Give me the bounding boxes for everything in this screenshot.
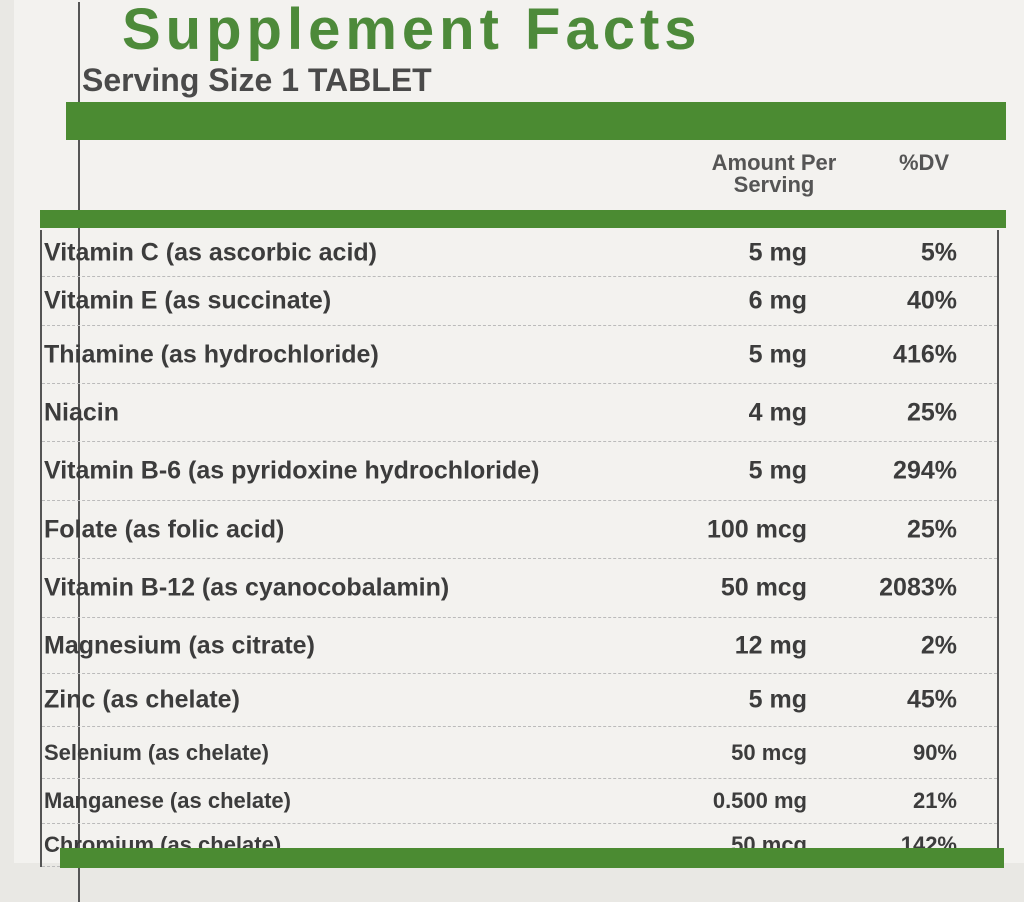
nutrient-name: Vitamin B-12 (as cyanocobalamin)	[44, 573, 450, 602]
nutrient-name: Vitamin C (as ascorbic acid)	[44, 238, 377, 267]
nutrient-name: Folate (as folic acid)	[44, 515, 285, 543]
nutrient-amount: 5 mg	[748, 685, 807, 714]
nutrient-name: Manganese (as chelate)	[44, 788, 291, 813]
nutrient-dv: 25%	[906, 398, 957, 426]
nutrient-row: Thiamine (as hydrochloride) 5 mg 416%	[42, 326, 997, 384]
separator-bar	[40, 210, 1006, 228]
nutrient-dv: 90%	[912, 739, 957, 765]
nutrient-amount: 4 mg	[748, 398, 807, 426]
nutrient-amount: 5 mg	[748, 238, 807, 267]
nutrient-amount: 12 mg	[734, 631, 807, 659]
nutrient-row: Niacin 4 mg 25%	[42, 384, 997, 442]
nutrient-row: Folate (as folic acid) 100 mcg 25%	[42, 501, 997, 559]
nutrient-dv: 21%	[912, 788, 957, 813]
nutrient-row: Zinc (as chelate) 5 mg 45%	[42, 674, 997, 727]
nutrient-dv: 416%	[893, 340, 957, 368]
bottom-bar	[60, 848, 1004, 868]
nutrient-amount: 5 mg	[748, 456, 807, 485]
nutrient-dv: 5%	[920, 238, 957, 267]
nutrient-amount: 50 mcg	[720, 573, 807, 602]
nutrient-name: Vitamin E (as succinate)	[44, 286, 332, 315]
serving-size: Serving Size 1 TABLET	[82, 62, 432, 98]
nutrient-amount: 0.500 mg	[712, 788, 807, 813]
nutrient-name: Niacin	[44, 398, 120, 426]
supplement-facts-panel: Supplement Facts Serving Size 1 TABLET	[78, 0, 1024, 902]
nutrient-name: Magnesium (as citrate)	[44, 631, 315, 659]
nutrient-dv: 45%	[906, 685, 957, 714]
nutrient-name: Selenium (as chelate)	[44, 739, 269, 765]
dv-header: %DV	[898, 150, 950, 175]
nutrient-row: Vitamin E (as succinate) 6 mg 40%	[42, 277, 997, 326]
nutrient-row: Vitamin C (as ascorbic acid) 5 mg 5%	[42, 230, 997, 277]
panel-title: Supplement Facts	[122, 0, 702, 62]
nutrient-amount: 5 mg	[748, 340, 807, 368]
amount-per-serving-header: Amount Per Serving	[711, 150, 837, 197]
separator-bar-thick	[66, 102, 1006, 140]
nutrient-amount: 6 mg	[748, 286, 807, 315]
nutrient-row: Manganese (as chelate) 0.500 mg 21%	[42, 779, 997, 824]
nutrient-dv: 40%	[906, 286, 957, 315]
nutrient-amount: 100 mcg	[706, 515, 807, 543]
nutrient-table: Vitamin C (as ascorbic acid) 5 mg 5% Vitami…	[40, 230, 999, 867]
nutrient-row: Vitamin B-12 (as cyanocobalamin) 50 mcg 20…	[42, 559, 997, 618]
nutrient-name: Vitamin B-6 (as pyridoxine hydrochloride…	[44, 456, 540, 485]
nutrient-row: Selenium (as chelate) 50 mcg 90%	[42, 727, 997, 779]
nutrient-dv: 294%	[893, 456, 957, 485]
label-paper: Supplement Facts Serving Size 1 TABLET A…	[14, 0, 1024, 902]
nutrient-dv: 2083%	[879, 573, 957, 602]
nutrient-dv: 2%	[920, 631, 957, 659]
nutrient-name: Zinc (as chelate)	[44, 685, 240, 714]
nutrient-row: Vitamin B-6 (as pyridoxine hydrochloride…	[42, 442, 997, 501]
nutrient-name: Thiamine (as hydrochloride)	[44, 340, 379, 368]
nutrient-dv: 25%	[906, 515, 957, 543]
nutrient-amount: 50 mcg	[731, 739, 807, 765]
nutrient-row: Magnesium (as citrate) 12 mg 2%	[42, 618, 997, 674]
